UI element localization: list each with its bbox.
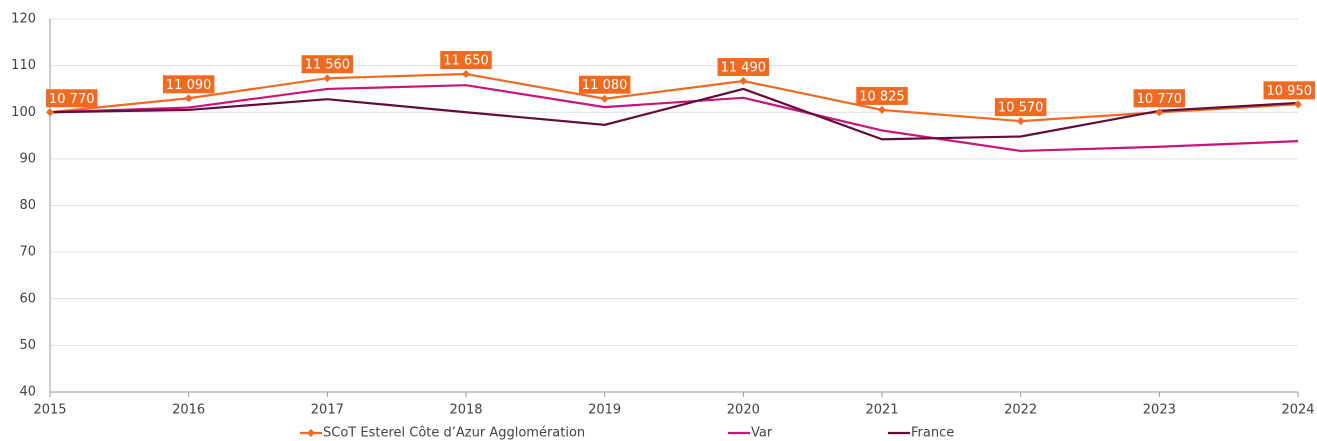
data-label: 11 650 xyxy=(440,51,492,70)
legend-label: Var xyxy=(751,426,773,441)
x-tick-label: 2020 xyxy=(727,403,760,418)
data-label: 11 490 xyxy=(717,58,770,77)
series-line xyxy=(49,84,1299,153)
data-label-box xyxy=(578,75,631,94)
x-tick-label: 2018 xyxy=(449,403,482,418)
data-label-text: 10 570 xyxy=(998,101,1044,116)
y-tick-label: 60 xyxy=(19,291,36,306)
data-label: 11 560 xyxy=(301,55,354,74)
x-tick-label: 2016 xyxy=(172,403,205,418)
data-label: 10 770 xyxy=(46,89,98,108)
data-label-text: 10 825 xyxy=(859,89,905,104)
data-label: 10 825 xyxy=(856,86,908,105)
point-marker xyxy=(46,108,54,117)
data-label-box xyxy=(440,51,492,70)
point-marker xyxy=(462,70,470,79)
y-tick-label: 90 xyxy=(19,151,36,166)
point-marker xyxy=(184,94,193,103)
x-tick-label: 2023 xyxy=(1143,403,1176,418)
data-label-box xyxy=(301,55,354,74)
y-tick-label: 110 xyxy=(11,58,36,73)
series-line xyxy=(49,72,1299,123)
data-label: 10 770 xyxy=(1133,89,1186,108)
data-label-text: 11 090 xyxy=(166,78,212,93)
point-marker xyxy=(600,94,609,103)
legend-label: France xyxy=(911,426,954,441)
data-label-box xyxy=(46,89,98,108)
data-label: 11 090 xyxy=(162,75,215,94)
point-marker xyxy=(1294,100,1302,109)
x-tick-label: 2021 xyxy=(865,403,898,418)
point-marker xyxy=(739,77,748,86)
x-tick-label: 2017 xyxy=(311,403,344,418)
data-label: 10 570 xyxy=(994,98,1047,117)
point-marker xyxy=(1016,117,1025,126)
y-tick-label: 100 xyxy=(11,105,36,120)
point-marker xyxy=(878,105,886,114)
legend-label: SCoT Esterel Côte d’Azur Agglomération xyxy=(323,426,585,441)
data-label-text: 11 490 xyxy=(721,61,767,76)
data-label-box xyxy=(1263,81,1315,100)
data-label-text: 10 950 xyxy=(1267,84,1313,99)
x-tick-label: 2019 xyxy=(588,403,621,418)
data-label-text: 11 650 xyxy=(443,54,489,69)
y-tick-label: 40 xyxy=(19,385,36,400)
legend-marker xyxy=(307,429,315,437)
data-label-text: 10 770 xyxy=(49,92,95,107)
data-label-box xyxy=(1133,89,1186,108)
data-label-box xyxy=(717,58,770,77)
data-label-box xyxy=(994,98,1047,117)
y-tick-label: 80 xyxy=(19,198,36,213)
data-label-text: 10 770 xyxy=(1137,92,1183,107)
point-marker xyxy=(1155,108,1164,117)
x-tick-label: 2024 xyxy=(1281,403,1314,418)
y-tick-label: 120 xyxy=(11,12,36,27)
x-tick-label: 2022 xyxy=(1004,403,1037,418)
data-label-text: 11 560 xyxy=(305,58,351,73)
data-label-text: 11 080 xyxy=(582,78,628,93)
point-marker xyxy=(323,74,332,83)
data-label-box xyxy=(856,86,908,105)
x-tick-label: 2015 xyxy=(33,403,66,418)
data-label-box xyxy=(162,75,215,94)
data-label: 11 080 xyxy=(578,75,631,94)
y-tick-label: 50 xyxy=(19,338,36,353)
y-tick-label: 70 xyxy=(19,245,36,260)
series-line xyxy=(49,87,1299,141)
data-label: 10 950 xyxy=(1263,81,1315,100)
